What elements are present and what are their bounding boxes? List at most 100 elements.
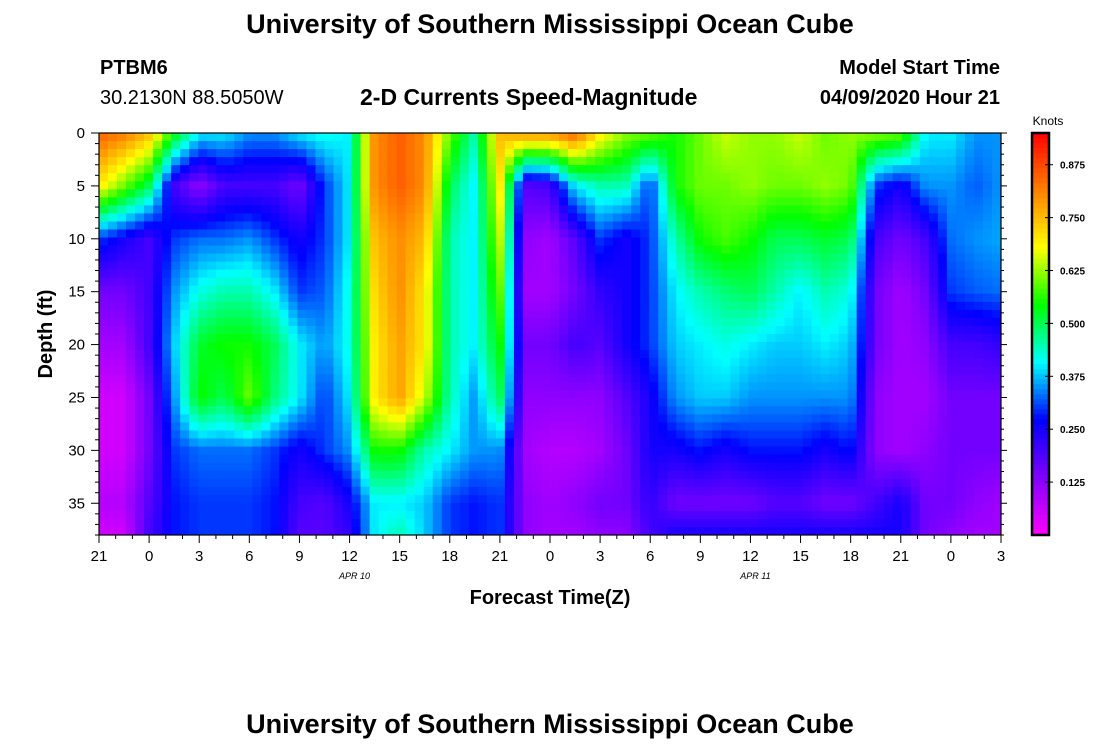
heatmap-cell (99, 462, 109, 472)
heatmap-cell (261, 454, 271, 464)
heatmap-cell (207, 197, 217, 206)
heatmap-cell (658, 382, 668, 391)
heatmap-cell (991, 277, 1001, 287)
heatmap-cell (910, 205, 921, 214)
heatmap-cell (595, 406, 605, 415)
heatmap-cell (333, 374, 344, 383)
heatmap-cell (135, 462, 145, 472)
heatmap-cell (595, 390, 605, 399)
heatmap-cell (189, 470, 199, 480)
heatmap-cell (135, 430, 145, 440)
heatmap-cell (685, 374, 695, 383)
heatmap-cell (450, 325, 461, 335)
heatmap-cell (928, 325, 939, 335)
heatmap-cell (577, 325, 587, 335)
heatmap-cell (784, 197, 795, 206)
heatmap-cell (838, 494, 849, 504)
heatmap-cell (775, 334, 786, 343)
heatmap-cell (369, 301, 380, 311)
heatmap-cell (775, 342, 786, 351)
heatmap-cell (540, 301, 551, 311)
heatmap-cell (243, 173, 253, 182)
heatmap-cell (351, 430, 362, 440)
heatmap-cell (712, 261, 722, 271)
heatmap-cell (495, 269, 506, 279)
heatmap-cell (414, 366, 425, 375)
heatmap-cell (667, 277, 677, 287)
heatmap-cell (396, 398, 407, 407)
heatmap-cell (676, 301, 686, 311)
heatmap-cell (486, 454, 497, 464)
heatmap-cell (739, 470, 750, 480)
heatmap-cell (964, 189, 975, 198)
heatmap-cell (315, 526, 326, 535)
heatmap-cell (504, 454, 515, 464)
heatmap-cell (892, 173, 903, 182)
heatmap-cell (577, 237, 587, 247)
heatmap-cell (531, 398, 542, 407)
heatmap-cell (937, 334, 948, 343)
heatmap-cell (279, 526, 290, 535)
heatmap-cell (315, 205, 326, 214)
heatmap-cell (189, 334, 199, 343)
heatmap-cell (261, 446, 271, 456)
heatmap-cell (387, 253, 398, 263)
heatmap-cell (622, 157, 632, 166)
heatmap-cell (721, 510, 731, 520)
heatmap-cell (414, 293, 425, 303)
heatmap-cell (378, 237, 389, 247)
heatmap-cell (712, 486, 722, 496)
heatmap-cell (315, 518, 326, 528)
heatmap-cell (369, 317, 380, 327)
heatmap-cell (712, 213, 722, 223)
heatmap-cell (982, 350, 993, 359)
heatmap-cell (550, 454, 560, 464)
heatmap-cell (342, 526, 353, 535)
heatmap-cell (874, 518, 885, 528)
heatmap-cell (550, 301, 560, 311)
heatmap-cell (586, 149, 596, 158)
heatmap-cell (459, 293, 470, 303)
heatmap-cell (315, 221, 326, 231)
heatmap-cell (865, 213, 876, 223)
heatmap-cell (414, 390, 425, 399)
heatmap-cell (540, 510, 551, 520)
heatmap-cell (586, 165, 596, 174)
heatmap-cell (369, 309, 380, 319)
heatmap-cell (856, 141, 867, 150)
heatmap-cell (811, 285, 822, 295)
heatmap-cell (333, 366, 344, 375)
heatmap-cell (99, 141, 109, 150)
heatmap-cell (712, 414, 722, 424)
heatmap-cell (531, 141, 542, 150)
heatmap-cell (604, 277, 614, 287)
heatmap-cell (721, 470, 731, 480)
heatmap-cell (856, 374, 867, 383)
heatmap-cell (766, 446, 777, 456)
heatmap-cell (117, 510, 127, 520)
heatmap-cell (180, 325, 190, 335)
heatmap-cell (739, 221, 750, 231)
heatmap-cell (919, 285, 930, 295)
heatmap-cell (207, 478, 217, 488)
heatmap-cell (667, 374, 677, 383)
heatmap-cell (306, 301, 317, 311)
heatmap-cell (829, 398, 840, 407)
heatmap-cell (748, 293, 759, 303)
heatmap-cell (991, 189, 1001, 198)
heatmap-cell (333, 237, 344, 247)
heatmap-cell (252, 518, 262, 528)
heatmap-cell (901, 277, 912, 287)
heatmap-cell (658, 374, 668, 383)
heatmap-cell (459, 213, 470, 223)
heatmap-cell (973, 237, 984, 247)
heatmap-cell (207, 446, 217, 456)
heatmap-cell (685, 462, 695, 472)
heatmap-cell (531, 133, 542, 142)
heatmap-cell (703, 398, 713, 407)
heatmap-cell (703, 229, 713, 239)
heatmap-cell (703, 189, 713, 198)
heatmap-cell (180, 245, 190, 255)
heatmap-cell (766, 342, 777, 351)
heatmap-cell (189, 269, 199, 279)
